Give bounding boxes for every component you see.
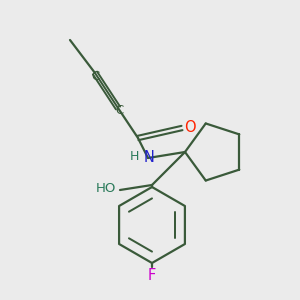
Text: F: F (148, 268, 156, 283)
Text: HO: HO (96, 182, 116, 196)
Text: C: C (92, 70, 100, 83)
Text: N: N (144, 149, 154, 164)
Text: O: O (184, 119, 196, 134)
Text: C: C (115, 104, 123, 118)
Text: H: H (129, 151, 139, 164)
